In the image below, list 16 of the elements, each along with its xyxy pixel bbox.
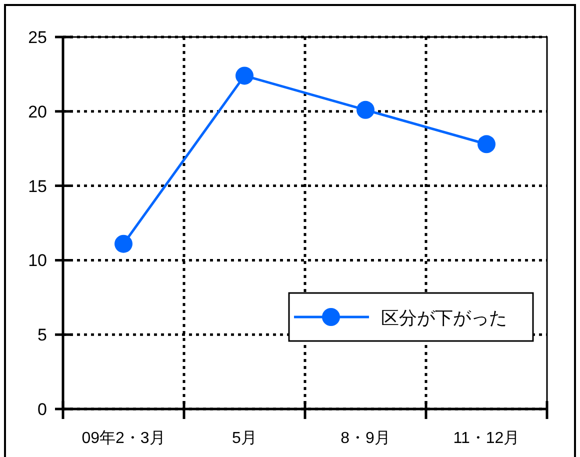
- x-tick-label: 11・12月: [453, 430, 520, 447]
- legend-label: 区分が下がった: [381, 308, 507, 328]
- point: [236, 66, 254, 85]
- y-tick-label: 20: [28, 102, 47, 122]
- x-tick-label: 5月: [232, 430, 257, 447]
- point: [114, 234, 132, 253]
- point: [478, 135, 496, 154]
- x-tick-label: 09年2・3月: [82, 430, 166, 447]
- x-tick-label: 8・9月: [340, 430, 390, 447]
- y-tick-label: 10: [28, 251, 47, 270]
- y-tick-label: 15: [28, 176, 47, 196]
- y-tick-label: 25: [28, 28, 47, 47]
- legend: 区分が下がった: [288, 292, 534, 342]
- point: [356, 100, 374, 119]
- y-tick-label: 0: [38, 400, 47, 419]
- y-tick-label: 5: [38, 326, 47, 345]
